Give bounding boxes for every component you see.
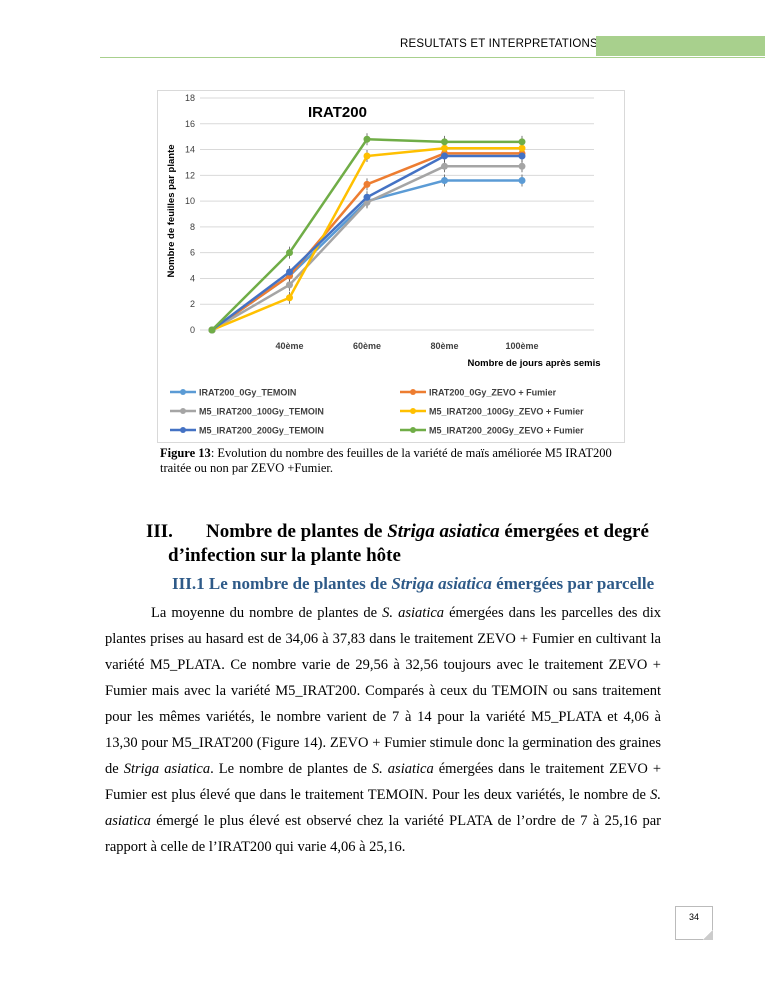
series-line	[211, 165, 522, 332]
data-point	[286, 268, 293, 276]
data-point	[441, 162, 448, 170]
x-tick-label: 60ème	[353, 341, 381, 351]
section-number: III.	[146, 521, 173, 542]
italic: Striga asiatica	[123, 761, 211, 777]
italic: S. asiatica	[382, 605, 445, 621]
legend-entry: M5_IRAT200_100Gy_TEMOIN	[199, 407, 324, 417]
y-tick-label: 12	[185, 170, 195, 180]
legend-marker	[410, 427, 416, 433]
text: émergées dans le traitement ZEVO + Fumie…	[105, 761, 661, 803]
x-axis-label: Nombre de jours après semis	[467, 358, 600, 369]
text: La moyenne du nombre de plantes de	[151, 605, 383, 621]
y-axis-label: Nombre de feuilles par plante	[166, 144, 177, 277]
italic: S. asiatica	[105, 787, 661, 829]
data-point	[363, 135, 371, 143]
data-point	[286, 294, 293, 302]
data-point	[441, 144, 448, 152]
heading-text: Nombre de plantes de	[206, 521, 388, 542]
header-accent-bar	[596, 36, 765, 56]
x-tick-label: 100ème	[505, 341, 538, 351]
data-point	[363, 152, 371, 160]
data-point	[363, 193, 371, 201]
legend-entry: M5_IRAT200_100Gy_ZEVO + Fumier	[429, 407, 584, 417]
subsection-number: III.1	[172, 574, 205, 593]
chart: 0 2 4 6 8 10 12 14 16 18 40ème 60ème 80ème 100ème IRAT…	[157, 90, 625, 443]
text: émergé le plus élevé est observé chez la…	[105, 813, 661, 855]
y-tick-label: 0	[190, 325, 195, 335]
data-point	[518, 162, 526, 170]
data-point	[518, 176, 526, 184]
y-tick-label: 2	[190, 299, 195, 309]
heading-italic: Striga asiatica	[387, 521, 500, 542]
body-paragraph: La moyenne du nombre de plantes de S. as…	[105, 600, 661, 860]
y-tick-label: 18	[185, 93, 195, 103]
data-point	[518, 144, 526, 152]
legend-entry: M5_IRAT200_200Gy_ZEVO + Fumier	[429, 426, 584, 436]
chart-title: IRAT200	[308, 104, 367, 121]
legend-entry: M5_IRAT200_200Gy_TEMOIN	[199, 426, 324, 436]
y-tick-label: 16	[185, 119, 195, 129]
y-tick-label: 14	[185, 145, 195, 155]
y-tick-label: 10	[185, 196, 195, 206]
caption-text: : Evolution du nombre des feuilles de la…	[160, 446, 612, 475]
data-point	[363, 180, 371, 188]
y-tick-label: 8	[190, 222, 195, 232]
text: . Le nombre de plantes de	[210, 761, 372, 777]
x-tick-label: 40ème	[275, 341, 303, 351]
legend-marker	[410, 408, 416, 414]
data-point	[441, 176, 448, 184]
subsection-heading: III.1 Le nombre de plantes de Striga asi…	[172, 574, 654, 594]
data-point	[518, 152, 526, 160]
data-point	[286, 281, 293, 289]
heading-text: Le nombre de plantes de	[208, 574, 392, 593]
heading-text: émergées et degré	[499, 521, 649, 542]
legend-marker	[180, 427, 186, 433]
data-point	[286, 249, 293, 257]
legend-marker	[410, 389, 416, 395]
section-heading: III. Nombre de plantes de Striga asiatica…	[146, 520, 746, 568]
data-point	[441, 138, 448, 146]
legend-entry: IRAT200_0Gy_TEMOIN	[199, 388, 296, 398]
chart-svg: 0 2 4 6 8 10 12 14 16 18 40ème 60ème 80ème 100ème IRAT…	[166, 93, 601, 436]
y-tick-label: 4	[190, 273, 195, 283]
figure-caption: Figure 13: Evolution du nombre des feuil…	[160, 446, 630, 476]
page-number-text: 34	[688, 912, 699, 922]
heading-text: émergées par parcelle	[491, 574, 655, 593]
header-rule	[100, 57, 765, 58]
running-header: RESULTATS ET INTERPRETATIONS	[400, 38, 598, 50]
x-tick-label: 80ème	[430, 341, 458, 351]
italic: S. asiatica	[371, 761, 434, 777]
page-number: 34	[675, 906, 713, 940]
data-point	[208, 326, 216, 334]
series-line	[211, 137, 522, 331]
legend-marker	[180, 408, 186, 414]
heading-italic: Striga asiatica	[391, 574, 492, 593]
folded-corner	[703, 930, 713, 940]
data-point	[441, 152, 448, 160]
heading-text: d’infection sur la plante hôte	[168, 545, 401, 566]
heading-line-1: III. Nombre de plantes de Striga asiatica…	[146, 520, 746, 544]
text: émergées dans les parcelles des dix plan…	[105, 605, 661, 777]
legend-marker	[180, 389, 186, 395]
data-point	[518, 138, 526, 146]
y-tick-label: 6	[190, 248, 195, 258]
legend-entry: IRAT200_0Gy_ZEVO + Fumier	[429, 388, 557, 398]
caption-label: Figure 13	[160, 446, 211, 460]
